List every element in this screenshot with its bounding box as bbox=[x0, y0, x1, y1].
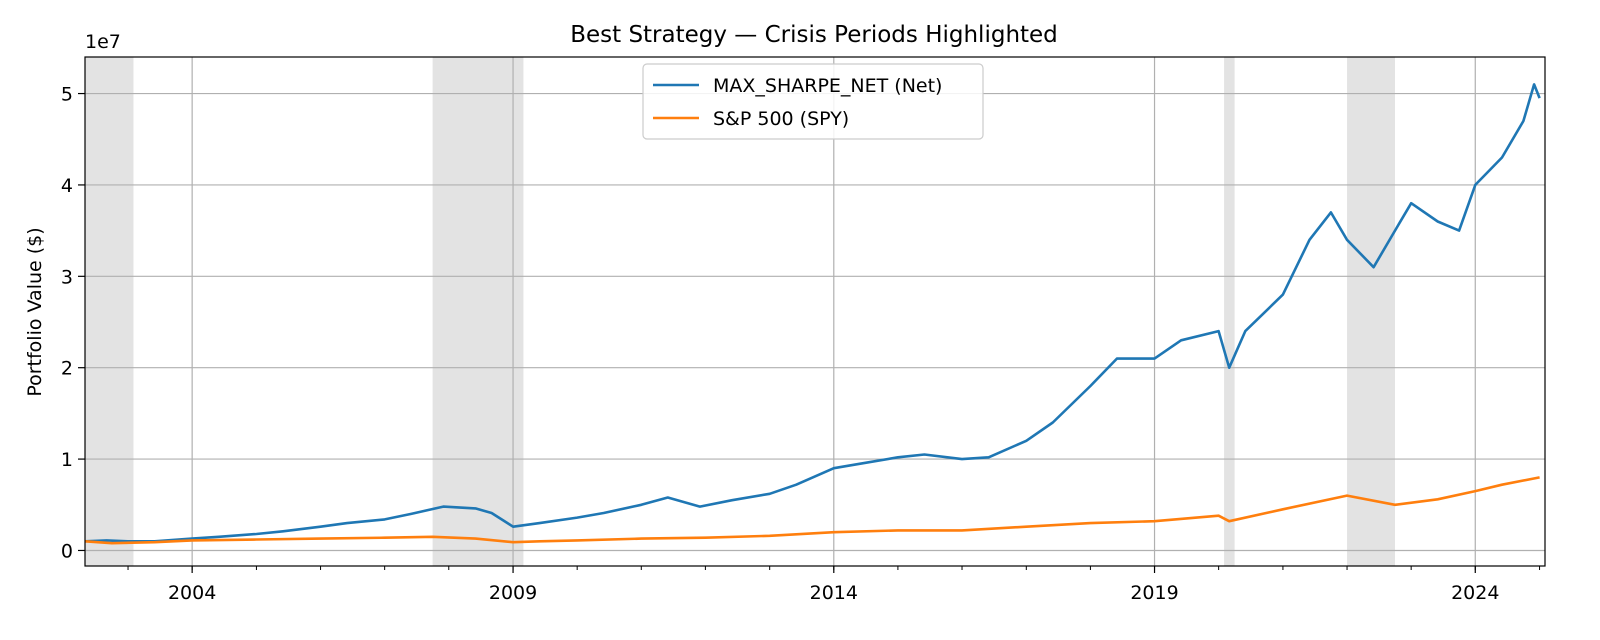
crisis-band bbox=[432, 57, 524, 566]
y-tick-label: 4 bbox=[61, 175, 73, 197]
legend: MAX_SHARPE_NET (Net) S&P 500 (SPY) bbox=[642, 63, 984, 140]
series-lines bbox=[84, 83, 1541, 545]
x-tick-label: 2004 bbox=[168, 582, 216, 604]
crisis-band bbox=[85, 57, 134, 566]
x-tick-label: 2009 bbox=[489, 582, 537, 604]
crisis-periods bbox=[85, 57, 1395, 566]
y-tick-label: 1 bbox=[61, 449, 73, 471]
x-tick-label: 2019 bbox=[1130, 582, 1178, 604]
crisis-band bbox=[1347, 57, 1395, 566]
legend-label: MAX_SHARPE_NET (Net) bbox=[713, 75, 942, 97]
x-tick-label: 2014 bbox=[810, 582, 858, 604]
legend-label: S&P 500 (SPY) bbox=[713, 108, 849, 130]
y-tick-label: 0 bbox=[61, 540, 73, 562]
y-axis-label: Portfolio Value ($) bbox=[24, 227, 46, 396]
series-line-1 bbox=[84, 83, 1541, 543]
axis-ticks: 2004 2009 2014 2019 2024 0 1 2 3 4 5 bbox=[61, 84, 1541, 604]
y-tick-label: 5 bbox=[61, 84, 73, 106]
series-line-2 bbox=[84, 476, 1540, 545]
y-tick-label: 3 bbox=[61, 266, 73, 288]
x-tick-label: 2024 bbox=[1451, 582, 1499, 604]
legend-frame bbox=[642, 63, 984, 140]
grid bbox=[85, 57, 1545, 566]
y-tick-label: 2 bbox=[61, 358, 73, 380]
crisis-band bbox=[1224, 57, 1235, 566]
y-offset-text: 1e7 bbox=[85, 31, 121, 53]
plot-frame bbox=[84, 56, 1546, 567]
chart-title: Best Strategy — Crisis Periods Highlight… bbox=[570, 22, 1058, 48]
